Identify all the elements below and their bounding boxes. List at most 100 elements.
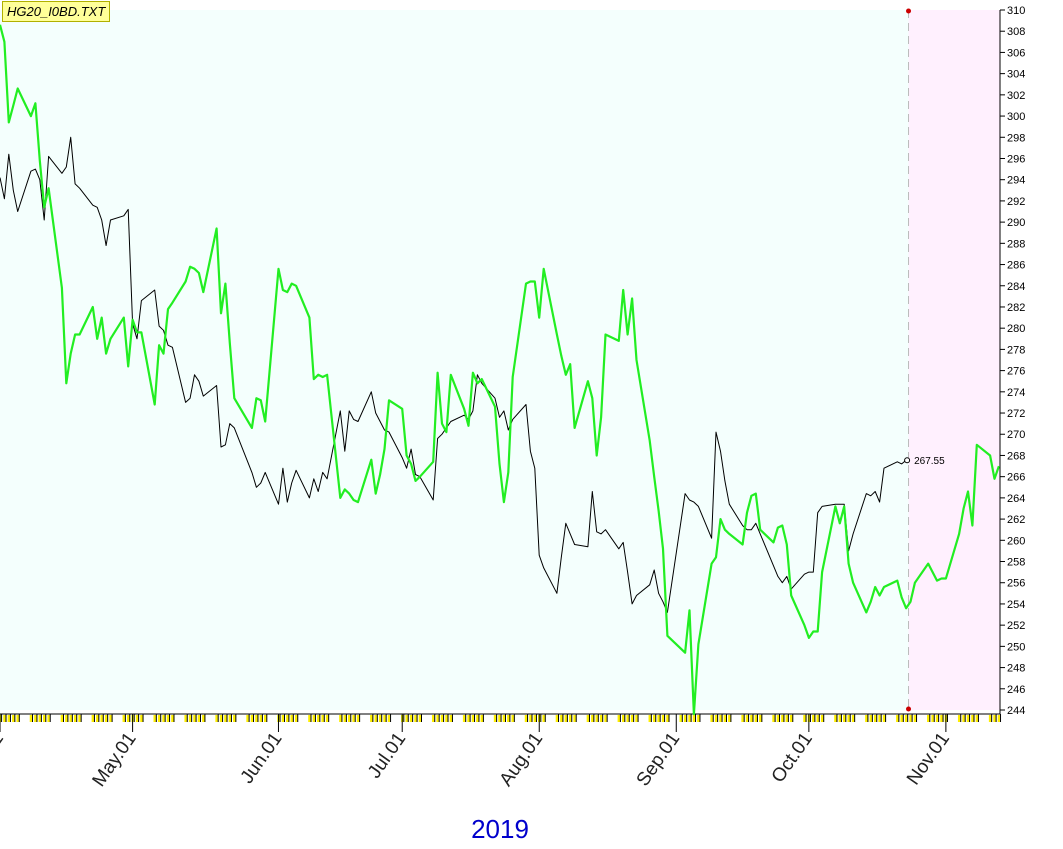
projection-marker-top bbox=[906, 8, 912, 14]
x-day-tick bbox=[843, 715, 846, 722]
x-day-tick bbox=[781, 715, 784, 722]
x-day-tick bbox=[869, 715, 872, 722]
x-day-tick bbox=[683, 715, 687, 722]
x-tick-label: Nov.01 bbox=[903, 729, 954, 789]
x-day-tick bbox=[754, 715, 758, 722]
x-day-tick bbox=[838, 715, 841, 722]
y-tick-label: 304 bbox=[1007, 69, 1025, 81]
green-series-line bbox=[0, 24, 1000, 716]
plot-area bbox=[0, 10, 909, 710]
x-day-tick bbox=[714, 715, 718, 722]
x-day-tick bbox=[988, 715, 992, 722]
y-tick-label: 258 bbox=[1007, 557, 1025, 569]
x-day-tick bbox=[617, 715, 620, 722]
x-day-tick bbox=[96, 715, 99, 722]
x-day-tick bbox=[909, 715, 912, 722]
x-day-tick bbox=[750, 715, 753, 722]
x-day-tick bbox=[865, 715, 868, 722]
y-tick-label: 264 bbox=[1007, 493, 1025, 505]
x-day-tick bbox=[414, 715, 417, 722]
y-tick-label: 292 bbox=[1007, 196, 1025, 208]
x-day-tick bbox=[317, 715, 320, 722]
x-tick-label: Jul.01 bbox=[364, 729, 410, 783]
x-day-tick bbox=[405, 715, 408, 722]
x-day-tick bbox=[723, 715, 727, 722]
x-day-tick bbox=[233, 715, 236, 722]
x-day-tick bbox=[480, 715, 483, 722]
x-day-tick bbox=[281, 715, 285, 722]
y-tick-label: 276 bbox=[1007, 366, 1025, 378]
x-day-tick bbox=[688, 715, 691, 722]
x-day-tick bbox=[445, 715, 448, 722]
x-day-tick bbox=[971, 715, 974, 722]
x-day-tick bbox=[162, 715, 165, 722]
x-day-tick bbox=[657, 715, 660, 722]
x-day-tick bbox=[286, 715, 289, 722]
y-tick-label: 280 bbox=[1007, 323, 1025, 335]
y-tick-label: 262 bbox=[1007, 514, 1025, 526]
x-day-tick bbox=[710, 715, 713, 722]
x-day-tick bbox=[573, 715, 576, 722]
x-day-tick bbox=[387, 715, 391, 722]
x-day-tick bbox=[12, 715, 15, 722]
x-day-tick bbox=[878, 715, 881, 722]
x-day-tick bbox=[122, 715, 125, 722]
x-day-tick bbox=[666, 715, 669, 722]
x-day-tick bbox=[728, 715, 731, 722]
x-day-tick bbox=[648, 715, 651, 722]
x-day-tick bbox=[135, 715, 139, 722]
x-day-tick bbox=[343, 715, 346, 722]
x-day-tick bbox=[697, 715, 700, 722]
x-day-tick bbox=[820, 715, 824, 722]
y-tick-label: 306 bbox=[1007, 47, 1025, 59]
x-tick-label: Jun.01 bbox=[237, 729, 287, 788]
x-day-tick bbox=[65, 715, 68, 722]
x-day-tick bbox=[325, 715, 329, 722]
x-day-tick bbox=[927, 715, 930, 722]
projection-area bbox=[908, 10, 1000, 710]
x-day-tick bbox=[259, 715, 262, 722]
x-day-tick bbox=[228, 715, 232, 722]
x-day-tick bbox=[591, 715, 594, 722]
y-tick-label: 294 bbox=[1007, 175, 1025, 187]
x-day-tick bbox=[16, 715, 19, 722]
x-day-tick bbox=[246, 715, 249, 722]
x-day-tick bbox=[626, 715, 629, 722]
x-day-tick bbox=[803, 715, 806, 722]
x-day-tick bbox=[900, 715, 903, 722]
x-day-tick bbox=[409, 715, 413, 722]
series-layer bbox=[0, 24, 1000, 716]
x-day-tick bbox=[215, 715, 218, 722]
file-name-label: HG20_I0BD.TXT bbox=[2, 1, 111, 22]
x-day-tick bbox=[957, 715, 961, 722]
x-day-tick bbox=[374, 715, 377, 722]
x-day-tick bbox=[109, 715, 112, 722]
x-day-tick bbox=[511, 715, 514, 722]
x-day-tick bbox=[935, 715, 939, 722]
x-tick-label: Apr.01 bbox=[0, 729, 8, 786]
x-day-tick bbox=[498, 715, 501, 722]
x-day-tick bbox=[834, 715, 837, 722]
year-label: 2019 bbox=[471, 814, 529, 844]
x-day-tick bbox=[339, 715, 342, 722]
projection-marker-bottom bbox=[906, 706, 912, 712]
x-day-tick bbox=[471, 715, 475, 722]
x-day-tick bbox=[940, 715, 943, 722]
x-day-tick bbox=[851, 715, 855, 722]
x-day-tick bbox=[622, 715, 625, 722]
x-day-tick bbox=[312, 715, 316, 722]
x-day-tick bbox=[294, 715, 298, 722]
x-day-tick bbox=[993, 715, 996, 722]
x-day-tick bbox=[652, 715, 656, 722]
y-tick-label: 310 bbox=[1007, 5, 1025, 17]
x-day-tick bbox=[931, 715, 934, 722]
x-day-tick bbox=[29, 715, 33, 722]
x-day-tick bbox=[126, 715, 130, 722]
y-axis: 244 246 248 250 252 254 256 258 260 262 264 266 268 2… bbox=[999, 5, 1025, 717]
x-tick-label: Aug.01 bbox=[496, 729, 548, 790]
x-day-tick bbox=[171, 715, 174, 722]
x-day-tick bbox=[383, 715, 386, 722]
y-tick-label: 252 bbox=[1007, 620, 1025, 632]
x-axis: Apr.01 May.01 Jun.01 Jul.01 Aug.01 Sep.01 Oct.… bbox=[0, 713, 1002, 791]
